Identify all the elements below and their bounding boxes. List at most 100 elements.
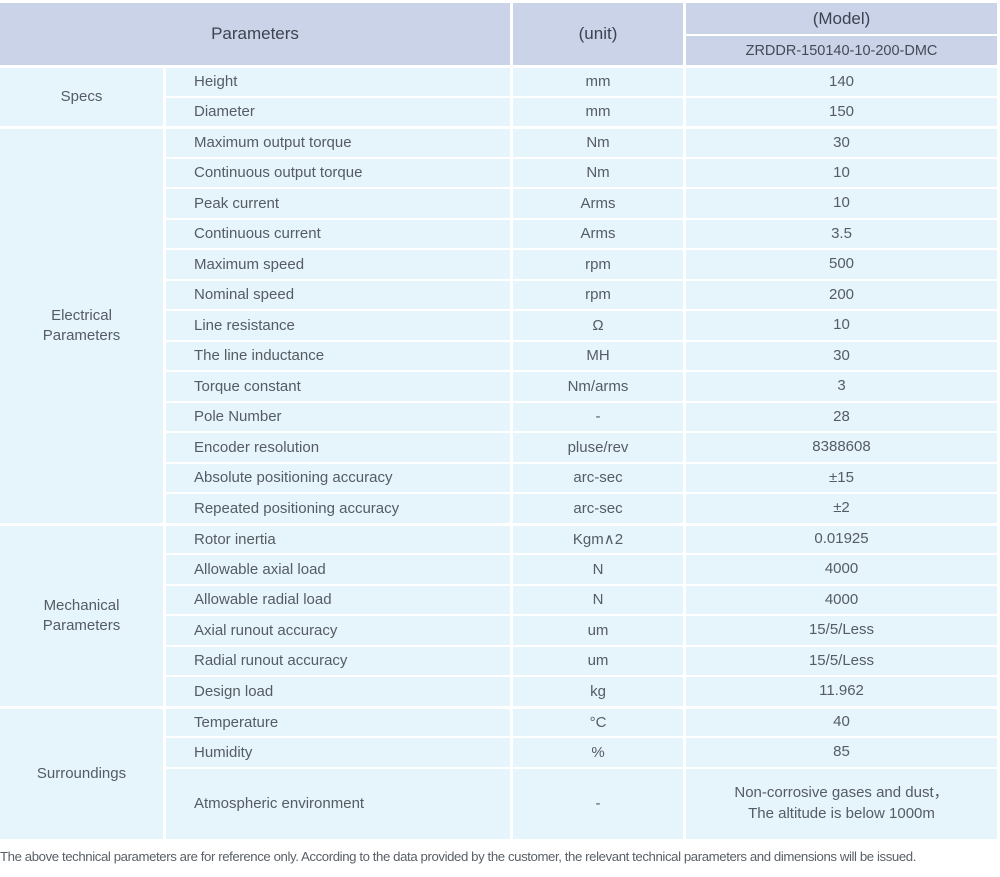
unit-cell: Nm/arms: [513, 372, 686, 403]
unit-cell: kg: [513, 677, 686, 708]
table-row: Electrical Parameters Maximum output torq…: [0, 128, 997, 525]
param-cell: Repeated positioning accuracy: [166, 494, 513, 525]
footer-note: The above technical parameters are for r…: [0, 848, 916, 864]
table-row: Humidity% 85: [0, 738, 997, 769]
value-cell: 30: [686, 341, 997, 372]
value-cell: ±15: [686, 463, 997, 494]
param-cell: Maximum output torque: [166, 128, 513, 159]
unit-cell: pluse/rev: [513, 433, 686, 464]
table-row: Repeated positioning accuracy arc-sec ±2: [0, 494, 997, 525]
value-cell: 200: [686, 280, 997, 311]
table-row: Maximum speed rpm 500: [0, 250, 997, 281]
param-cell: Continuous output torque: [166, 158, 513, 189]
unit-cell: um: [513, 646, 686, 677]
param-cell: Atmospheric environment: [166, 768, 513, 841]
value-cell: 150: [686, 97, 997, 128]
unit-cell: Nm: [513, 128, 686, 159]
header-model: (Model): [686, 3, 997, 36]
value-cell: 500: [686, 250, 997, 281]
value-cell: 140: [686, 67, 997, 98]
table-row: Design load kg 11.962: [0, 677, 997, 708]
param-cell: Nominal speed: [166, 280, 513, 311]
table-row: Nominal speed rpm 200: [0, 280, 997, 311]
param-cell: Allowable radial load: [166, 585, 513, 616]
param-cell: Continuous current: [166, 219, 513, 250]
group-cell: Specs: [0, 67, 166, 128]
spec-table: Parameters (unit) (Model) ZRDDR-150140-1…: [0, 3, 997, 841]
header-model-value: ZRDDR-150140-10-200-DMC: [686, 36, 997, 67]
unit-cell: N: [513, 585, 686, 616]
table-row: Torque constant Nm/arms 3: [0, 372, 997, 403]
unit-cell: Arms: [513, 219, 686, 250]
table-row: Encoder resolution pluse/rev 8388608: [0, 433, 997, 464]
param-cell: Allowable axial load: [166, 555, 513, 586]
unit-cell: arc-sec: [513, 494, 686, 525]
table-row: Allowable axial load N 4000: [0, 555, 997, 586]
group-cell: Mechanical Parameters: [0, 524, 166, 708]
table-row: Continuous current Arms 3.5: [0, 219, 997, 250]
group-cell: Electrical Parameters: [0, 128, 166, 525]
unit-cell: °C: [513, 707, 686, 738]
table-row: Pole Number -28: [0, 402, 997, 433]
table-row: Axial runout accuracy um 15/5/Less: [0, 616, 997, 647]
param-cell: Maximum speed: [166, 250, 513, 281]
param-cell: Humidity: [166, 738, 513, 769]
param-cell: Peak current: [166, 189, 513, 220]
table-header: Parameters (unit) (Model) ZRDDR-150140-1…: [0, 3, 997, 67]
unit-cell: MH: [513, 341, 686, 372]
param-cell: Design load: [166, 677, 513, 708]
table-row: Peak current Arms 10: [0, 189, 997, 220]
value-cell: ±2: [686, 494, 997, 525]
unit-cell: Nm: [513, 158, 686, 189]
header-unit: (unit): [513, 3, 686, 67]
param-cell: Temperature: [166, 707, 513, 738]
value-cell: 10: [686, 158, 997, 189]
unit-cell: rpm: [513, 250, 686, 281]
value-cell: 3.5: [686, 219, 997, 250]
table-row: Continuous output torque Nm 10: [0, 158, 997, 189]
unit-cell: N: [513, 555, 686, 586]
table-row: Allowable radial load N 4000: [0, 585, 997, 616]
group-label: Surroundings: [36, 764, 127, 782]
param-cell: Torque constant: [166, 372, 513, 403]
param-cell: Axial runout accuracy: [166, 616, 513, 647]
unit-cell: -: [513, 402, 686, 433]
param-cell: Absolute positioning accuracy: [166, 463, 513, 494]
header-row-1: Parameters (unit) (Model): [0, 3, 997, 67]
unit-cell: Arms: [513, 189, 686, 220]
group-label: Electrical Parameters: [42, 307, 121, 344]
value-cell: 4000: [686, 585, 997, 616]
value-cell: 0.01925: [686, 524, 997, 555]
group-cell: Surroundings: [0, 707, 166, 841]
unit-cell: Ω: [513, 311, 686, 342]
value-cell: 30: [686, 128, 997, 159]
group-label: Mechanical Parameters: [42, 597, 121, 634]
table-row: Diameter mm 150: [0, 97, 997, 128]
table-body: Specs Height mm 140 Diameter mm 150 Electrical …: [0, 67, 997, 841]
param-cell: Pole Number: [166, 402, 513, 433]
value-cell: Non-corrosive gases and dust， The altitu…: [686, 768, 997, 841]
table-row: Mechanical Parameters Rotor inertia Kgm∧2 0…: [0, 524, 997, 708]
unit-cell: mm: [513, 67, 686, 98]
unit-cell: Kgm∧2: [513, 524, 686, 555]
param-cell: Encoder resolution: [166, 433, 513, 464]
value-cell: 15/5/Less: [686, 646, 997, 677]
header-parameters: Parameters: [0, 3, 513, 67]
unit-cell: arc-sec: [513, 463, 686, 494]
param-cell: Diameter: [166, 97, 513, 128]
table-row: Specs Height mm 140: [0, 67, 997, 128]
value-cell: 40: [686, 707, 997, 738]
value-cell: 15/5/Less: [686, 616, 997, 647]
group-label: Specs: [60, 88, 103, 106]
param-cell: Rotor inertia: [166, 524, 513, 555]
value-cell: 8388608: [686, 433, 997, 464]
value-cell: 85: [686, 738, 997, 769]
value-cell: 28: [686, 402, 997, 433]
param-cell: The line inductance: [166, 341, 513, 372]
unit-cell: mm: [513, 97, 686, 128]
unit-cell: %: [513, 738, 686, 769]
value-cell: 10: [686, 189, 997, 220]
param-cell: Line resistance: [166, 311, 513, 342]
param-cell: Radial runout accuracy: [166, 646, 513, 677]
